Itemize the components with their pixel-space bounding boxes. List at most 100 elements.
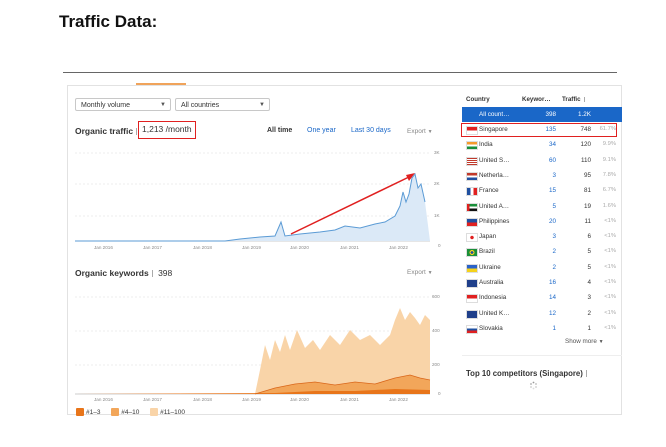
range-one-year[interactable]: One year <box>307 127 336 134</box>
country-keywords[interactable]: 20 <box>548 217 556 225</box>
legend-4-10[interactable]: #4–10 <box>111 408 140 416</box>
keywords-legend: #1–3 #4–10 #11–100 <box>76 408 185 416</box>
country-row[interactable]: Ukraine 2 5 <1% <box>462 260 622 275</box>
volume-select[interactable]: Monthly volume ▼ <box>75 98 171 111</box>
active-tab-indicator <box>136 83 186 85</box>
info-icon[interactable] <box>585 370 587 378</box>
legend-1-3[interactable]: #1–3 <box>76 408 101 416</box>
country-row[interactable]: Japan 3 6 <1% <box>462 229 622 244</box>
country-keywords[interactable]: 2 <box>552 248 556 256</box>
country-keywords[interactable]: 135 <box>545 126 556 133</box>
organic-traffic-label: Organic traffic <box>75 126 134 136</box>
country-row[interactable]: Australia 16 4 <1% <box>462 275 622 290</box>
traffic-line <box>75 172 426 242</box>
country-keywords[interactable]: 34 <box>548 141 556 149</box>
country-keywords[interactable]: 2 <box>552 263 556 271</box>
country-name[interactable]: United K… <box>479 309 510 317</box>
info-icon[interactable] <box>151 270 153 278</box>
country-name[interactable]: France <box>479 187 499 195</box>
country-traffic: 120 <box>580 141 591 149</box>
country-traffic-share: 9.9% <box>602 141 616 148</box>
country-select[interactable]: All countries ▼ <box>175 98 270 111</box>
flag-br-icon <box>466 248 478 258</box>
col-country[interactable]: Country <box>466 96 490 103</box>
legend-label: #1–3 <box>86 408 101 416</box>
checkbox-icon <box>150 408 159 416</box>
country-traffic: 748 <box>580 126 591 133</box>
organic-traffic-value: 1,213 /month <box>138 121 196 139</box>
country-row[interactable]: Indonesia 14 3 <1% <box>462 290 622 305</box>
range-all-time[interactable]: All time <box>267 127 293 134</box>
flag-id-icon <box>466 294 478 304</box>
country-keywords[interactable]: 5 <box>552 202 556 210</box>
country-row[interactable]: Slovakia 1 1 <1% <box>462 321 622 336</box>
flag-sg-icon <box>466 126 478 135</box>
country-keywords[interactable]: 14 <box>548 294 556 302</box>
range-last-30-days[interactable]: Last 30 days <box>351 127 391 134</box>
country-row[interactable]: Brazil 2 5 <1% <box>462 244 622 259</box>
chevron-down-icon: ▼ <box>598 339 604 345</box>
country-traffic: 1 <box>587 324 591 332</box>
country-row[interactable]: India 34 120 9.9% <box>462 137 622 152</box>
country-row[interactable]: Netherla… 3 95 7.8% <box>462 168 622 183</box>
traffic-x-tick: Jan 2016 <box>94 245 113 250</box>
keywords-area-4-10 <box>75 375 430 394</box>
country-name[interactable]: United S… <box>479 156 510 164</box>
info-icon[interactable] <box>136 128 138 136</box>
country-keywords[interactable]: 60 <box>548 156 556 164</box>
country-name[interactable]: India <box>479 141 493 149</box>
country-name[interactable]: Indonesia <box>479 294 507 302</box>
organic-keywords-title: Organic keywords 398 <box>75 268 172 278</box>
country-name[interactable]: United A… <box>479 202 510 210</box>
all-countries-keywords: 398 <box>545 111 556 118</box>
export-traffic-button[interactable]: Export ▼ <box>407 128 433 135</box>
country-keywords[interactable]: 1 <box>552 324 556 332</box>
country-keywords[interactable]: 15 <box>548 187 556 195</box>
country-name[interactable]: Japan <box>479 233 497 241</box>
flag-in-icon <box>466 141 478 151</box>
keywords-line-4-10 <box>254 374 431 395</box>
col-traffic-label: Traffic <box>562 96 581 103</box>
col-traffic[interactable]: Traffic <box>562 96 585 103</box>
country-row[interactable]: Singapore 135 748 61.7% <box>462 122 622 137</box>
country-keywords[interactable]: 3 <box>552 233 556 241</box>
keywords-x-tick: Jan 2017 <box>143 397 162 402</box>
country-row[interactable]: United S… 60 110 9.1% <box>462 153 622 168</box>
organic-keywords-chart <box>75 296 431 395</box>
traffic-x-tick: Jan 2022 <box>389 245 408 250</box>
country-name[interactable]: Ukraine <box>479 263 501 271</box>
country-name[interactable]: Singapore <box>479 126 508 133</box>
country-row[interactable]: United K… 12 2 <1% <box>462 306 622 321</box>
row-all-countries[interactable]: All count… 398 1.2K <box>462 107 622 122</box>
organic-traffic-chart <box>75 152 430 242</box>
checkbox-icon <box>76 408 84 416</box>
country-name[interactable]: Slovakia <box>479 324 503 332</box>
country-keywords[interactable]: 3 <box>552 171 556 179</box>
col-keywords[interactable]: Keywor… <box>522 96 551 103</box>
keywords-area-11-100 <box>75 308 430 394</box>
competitors-label: Top 10 competitors (Singapore) <box>466 369 583 378</box>
export-keywords-button[interactable]: Export ▼ <box>407 269 433 276</box>
legend-label: #4–10 <box>121 408 140 416</box>
country-row[interactable]: Philippines 20 11 <1% <box>462 214 622 229</box>
keywords-y-tick: 200 <box>432 362 440 367</box>
show-more-button[interactable]: Show more ▼ <box>565 338 604 345</box>
country-keywords[interactable]: 16 <box>548 279 556 286</box>
flag-fr-icon <box>466 187 478 197</box>
country-name[interactable]: Australia <box>479 279 504 286</box>
keywords-y-tick: 400 <box>432 328 440 333</box>
traffic-x-tick: Jan 2021 <box>340 245 359 250</box>
organic-keywords-value: 398 <box>158 268 173 278</box>
competitors-title: Top 10 competitors (Singapore) <box>466 369 587 378</box>
country-keywords[interactable]: 12 <box>548 309 556 317</box>
info-icon[interactable] <box>583 96 585 102</box>
legend-11-100[interactable]: #11–100 <box>150 408 185 416</box>
country-name[interactable]: Brazil <box>479 248 495 256</box>
country-row[interactable]: France 15 81 6.7% <box>462 183 622 198</box>
country-row[interactable]: United A… 5 19 1.6% <box>462 199 622 214</box>
chevron-down-icon: ▼ <box>160 102 166 108</box>
country-name[interactable]: Netherla… <box>479 171 510 179</box>
arrow-head <box>406 173 415 181</box>
country-name[interactable]: Philippines <box>479 217 510 225</box>
country-traffic: 2 <box>587 309 591 317</box>
